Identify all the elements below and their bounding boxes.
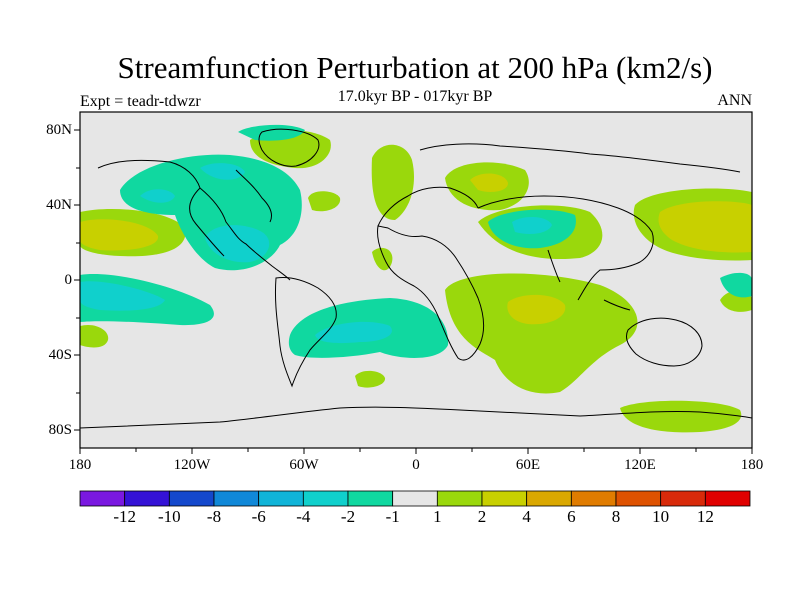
lat-label-40n: 40N: [46, 197, 72, 213]
colorbar-label: -12: [113, 507, 136, 526]
neg-region-west-pacific: [720, 272, 752, 298]
lon-label-120w: 120W: [173, 457, 211, 473]
figure-title: Streamfunction Perturbation at 200 hPa (…: [117, 50, 713, 85]
axis-ticks: [74, 129, 753, 454]
colorbar-swatch: [347, 490, 394, 507]
colorbar-swatch: [481, 490, 528, 507]
pos-core-indian-ocean: [507, 294, 566, 325]
colorbar-swatch: [258, 490, 304, 507]
colorbar-swatch: [392, 490, 438, 507]
colorbar-label: 12: [696, 507, 714, 526]
colorbar-label: -4: [296, 507, 311, 526]
coast-antarctica: [80, 406, 752, 429]
colorbar-label: -2: [340, 507, 356, 526]
colorbar-swatch: [704, 490, 751, 507]
coast-asia: [477, 195, 654, 311]
neg-core-south-asia: [512, 216, 552, 234]
pos-core-europe: [470, 173, 508, 192]
colorbar-swatch: [79, 490, 126, 507]
colorbar-swatch: [660, 490, 706, 507]
colorbar-label: 1: [433, 507, 442, 526]
coast-siberia: [419, 143, 741, 173]
neg-region-arctic: [238, 124, 305, 141]
pos-region-south-pacific-west: [80, 324, 109, 348]
lon-label-0: 0: [412, 457, 420, 473]
colorbar-swatch: [213, 490, 260, 507]
colorbar: [79, 490, 751, 507]
coast-south-america: [274, 277, 337, 388]
period-label: ANN: [717, 92, 752, 109]
colorbar-swatch: [168, 490, 215, 507]
lat-label-80s: 80S: [48, 422, 72, 438]
colorbar-label: -8: [206, 507, 222, 526]
colorbar-label: 2: [477, 507, 487, 526]
colorbar-swatch: [615, 490, 662, 507]
colorbar-swatch: [302, 490, 349, 507]
lon-label-60e: 60E: [515, 457, 541, 473]
colorbar-swatch: [526, 490, 572, 507]
lon-label-180w: 180: [68, 457, 92, 473]
neg-core-north-america: [140, 189, 175, 203]
pos-region-north-america-east: [308, 191, 341, 212]
lon-label-60w: 60W: [289, 457, 319, 473]
colorbar-label: -6: [251, 507, 266, 526]
experiment-label: Expt = teadr-tdwzr: [80, 93, 201, 110]
neg-core-canada: [200, 163, 245, 180]
colorbar-label: -1: [385, 507, 400, 526]
neg-core-south-america: [315, 321, 392, 344]
pos-core-north-pacific: [658, 201, 752, 253]
coast-north-america: [97, 159, 291, 281]
colorbar-label: 4: [522, 507, 531, 526]
lon-label-180e: 180: [740, 457, 764, 473]
pos-region-north-atlantic: [371, 144, 415, 220]
coast-australia: [625, 317, 703, 367]
pos-core-east-pacific: [80, 219, 159, 251]
figure-subtitle: 17.0kyr BP - 017kyr BP: [337, 88, 493, 105]
coast-europe-africa: [377, 186, 485, 361]
colorbar-label: 6: [567, 507, 576, 526]
coastlines: [80, 128, 752, 429]
coast-greenland: [258, 128, 320, 167]
pos-region-south-atlantic: [355, 370, 386, 388]
colorbar-swatch: [570, 490, 617, 507]
lon-label-120e: 120E: [624, 457, 656, 473]
lat-label-0: 0: [64, 272, 73, 288]
pos-region-southern-ocean: [620, 400, 742, 433]
colorbar-label: 10: [652, 507, 670, 526]
neg-core-tropical-pacific: [80, 281, 165, 311]
contour-fields: [80, 124, 752, 433]
colorbar-label: -10: [157, 507, 181, 526]
colorbar-swatch: [436, 490, 483, 507]
colorbar-swatch: [124, 490, 170, 507]
lat-label-80n: 80N: [46, 122, 72, 138]
lat-label-40s: 40S: [48, 347, 72, 363]
pos-region-indian-ocean: [445, 273, 638, 394]
colorbar-label: 8: [611, 507, 621, 526]
